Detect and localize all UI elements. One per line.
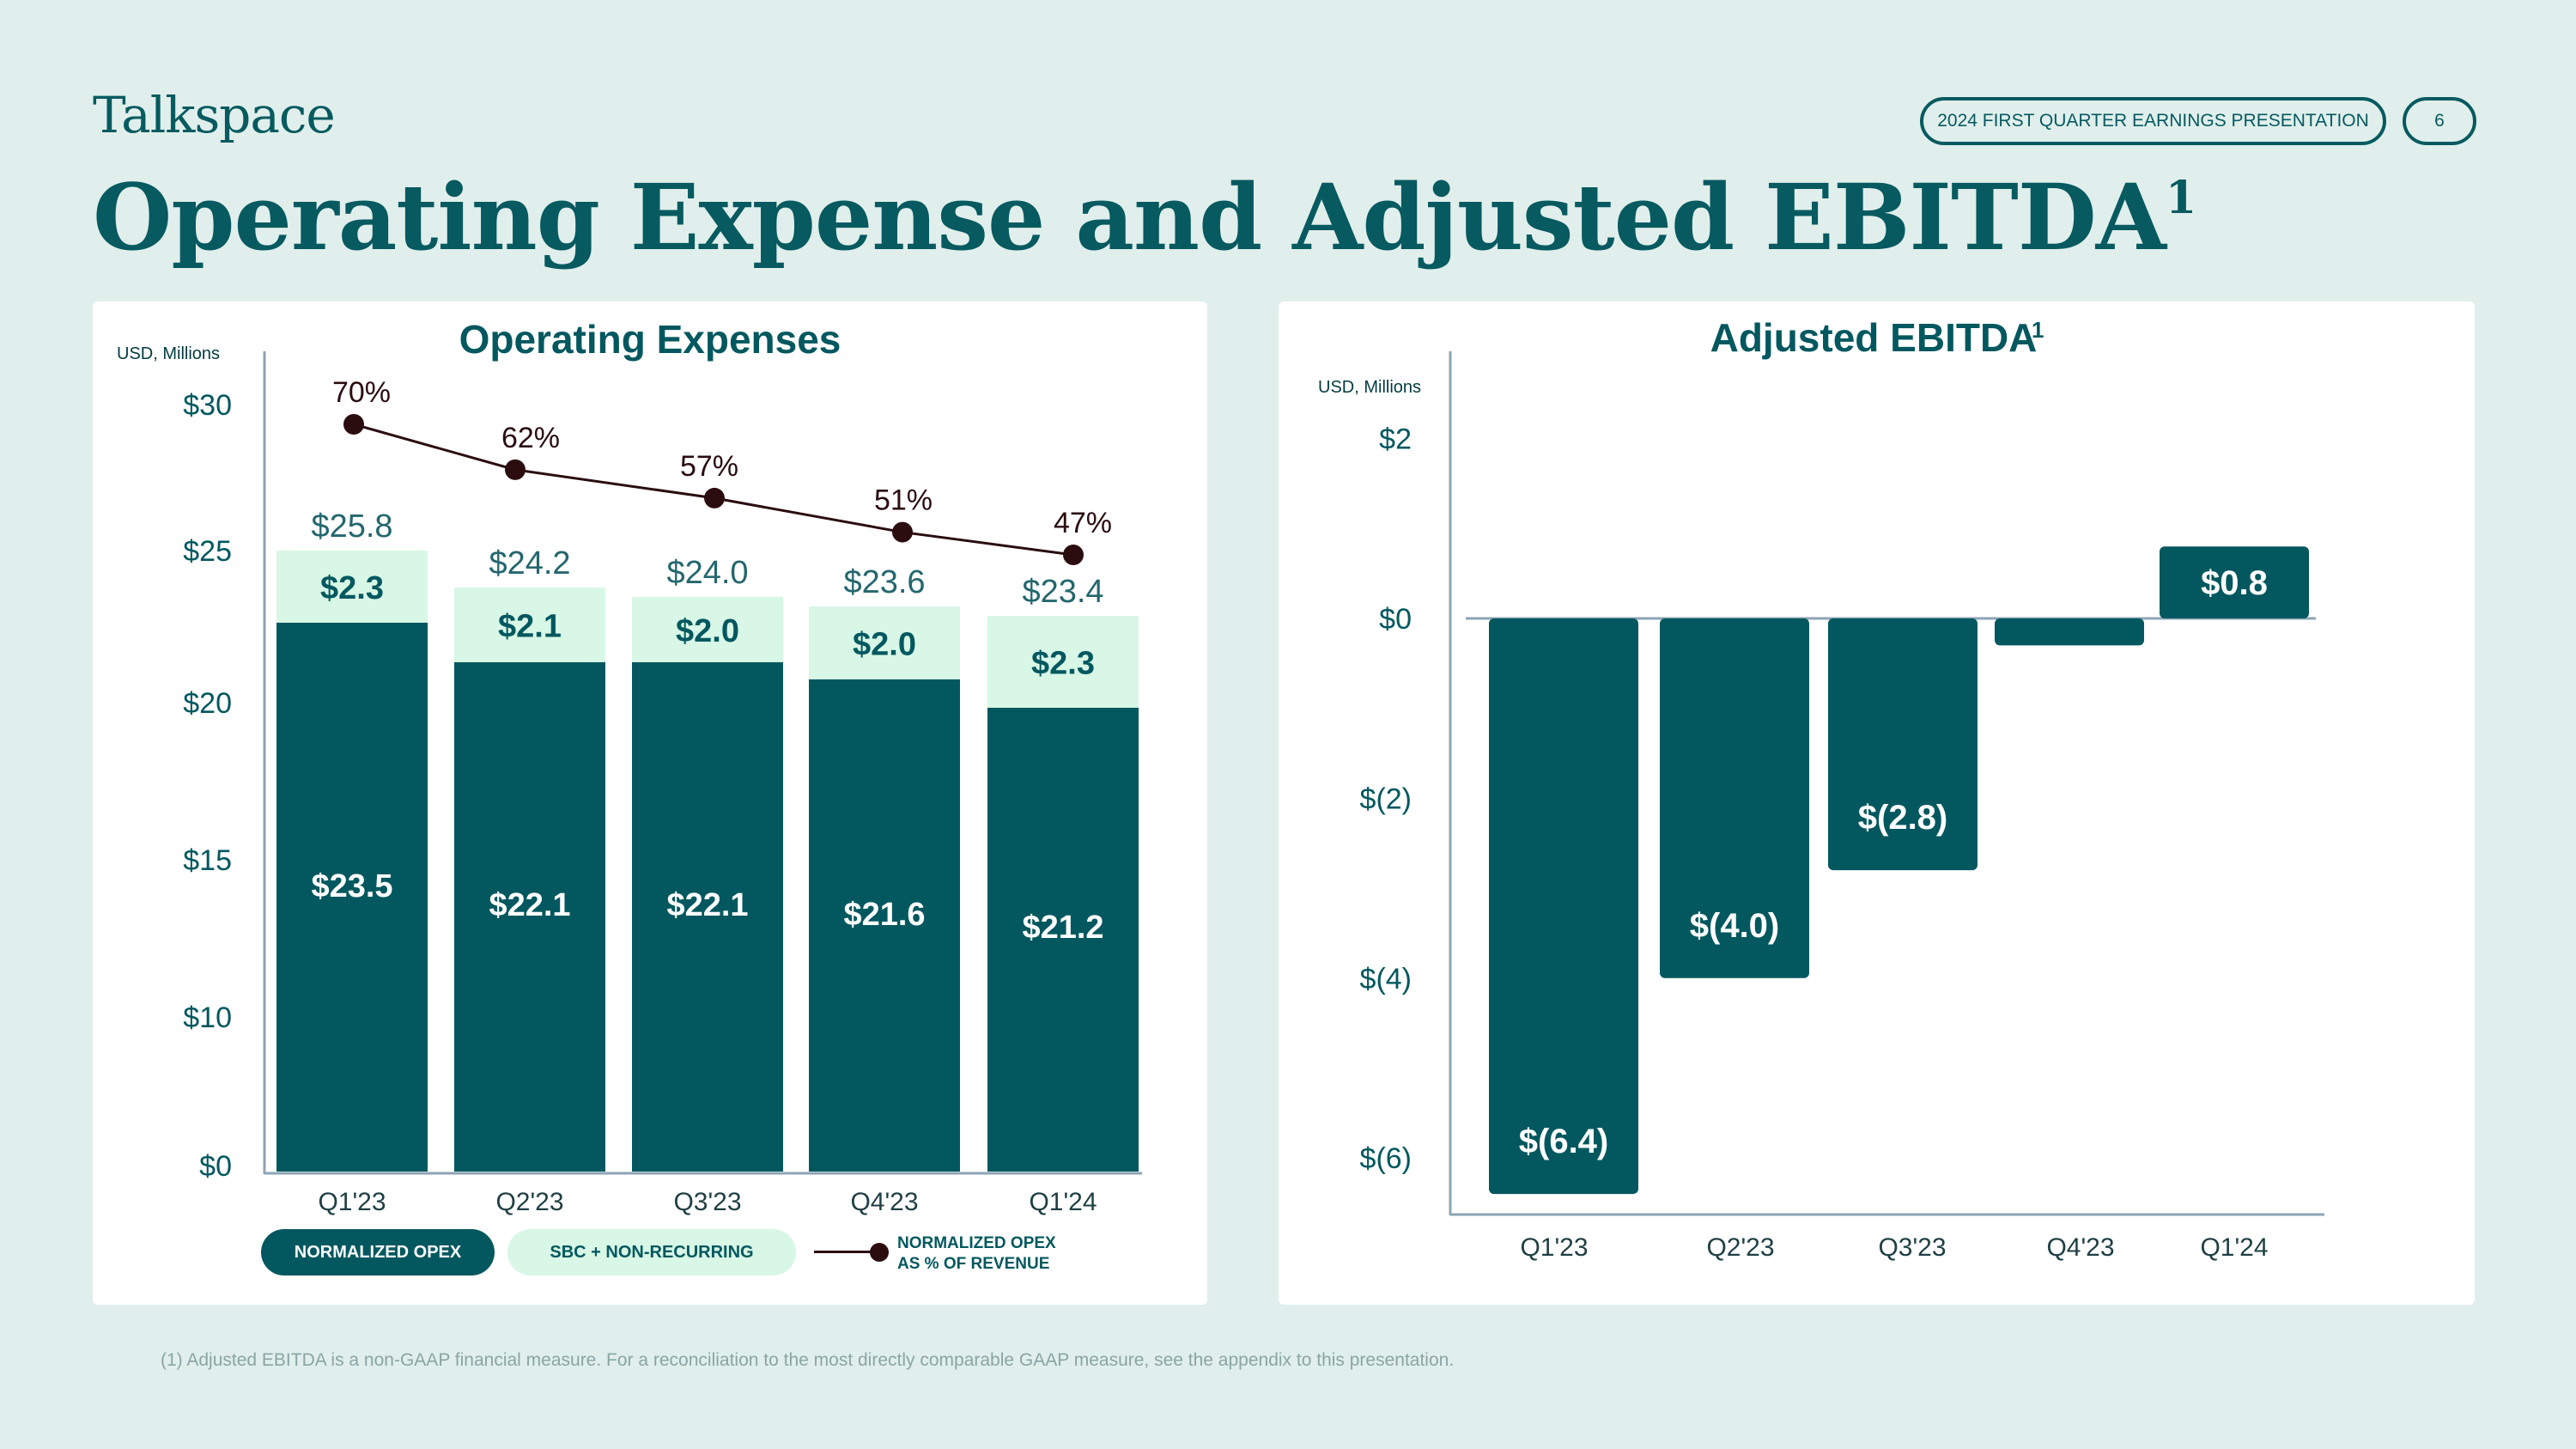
ebitda-value-label: $(4.0): [1690, 907, 1780, 945]
opex-chart-title: Operating Expenses: [459, 317, 841, 362]
legend-line-dot: [870, 1243, 889, 1262]
opex-sbc-label: $2.1: [498, 609, 562, 645]
opex-bar-normalized: [276, 623, 428, 1172]
opex-y-tick-label: $10: [183, 1002, 232, 1034]
ebitda-value-label: $(2.8): [1858, 799, 1948, 837]
opex-total-label: $23.4: [1022, 574, 1103, 610]
page-number: 6: [2403, 97, 2476, 145]
opex-total-label: $23.6: [843, 564, 925, 600]
ebitda-bar: [2160, 546, 2309, 618]
opex-sbc-label: $2.0: [676, 613, 739, 649]
opex-y-tick-label: $0: [199, 1150, 232, 1183]
ebitda-bar: [1995, 618, 2144, 646]
opex-y-tick-label: $20: [183, 687, 232, 720]
opex-total-label: $24.0: [666, 555, 748, 591]
opex-y-tick-label: $25: [183, 535, 232, 568]
opex-chart: Operating Expenses USD, Millions $0 $10 $15 $…: [117, 317, 1142, 1216]
opex-x-tick-label: Q4'23: [850, 1188, 918, 1216]
page-title-text: Operating Expense and Adjusted EBITDA: [93, 163, 2166, 271]
opex-bar-normalized: [454, 662, 605, 1172]
opex-chart-panel: Operating Expenses USD, Millions $0 $10 $15 $…: [93, 301, 1207, 1305]
opex-pct-point: [343, 414, 364, 435]
ebitda-x-tick-label: Q1'23: [1520, 1233, 1588, 1262]
ebitda-y-tick-label: $(6): [1360, 1142, 1412, 1175]
page-title-footnote-ref: 1: [2166, 172, 2196, 224]
opex-x-tick-label: Q1'24: [1029, 1188, 1097, 1216]
opex-x-tick-label: Q3'23: [673, 1188, 741, 1216]
opex-total-label: $24.2: [489, 545, 570, 581]
legend-normalized-opex: NORMALIZED OPEX: [261, 1229, 495, 1275]
ebitda-title-footnote-ref: 1: [2032, 317, 2044, 343]
ebitda-chart-panel: Adjusted EBITDA 1 USD, Millions $2 $0 $(2) $(4…: [1279, 301, 2475, 1305]
ebitda-bar: [1489, 618, 1638, 1195]
ebitda-y-tick-label: $(4): [1360, 963, 1412, 995]
opex-bar-normalized: [809, 679, 960, 1172]
ebitda-chart-title: Adjusted EBITDA: [1710, 315, 2038, 360]
ebitda-unit-label: USD, Millions: [1318, 378, 1421, 397]
brand-logo: Talkspace: [93, 86, 336, 144]
opex-pct-point: [892, 521, 913, 543]
ebitda-x-tick-label: Q3'23: [1878, 1233, 1946, 1262]
ebitda-value-label: $0.8: [2201, 564, 2268, 602]
opex-pct-point: [505, 459, 526, 480]
legend-pct-line-1: NORMALIZED OPEX: [897, 1234, 1056, 1252]
opex-normalized-label: $21.2: [1022, 910, 1103, 946]
ebitda-value-label: $(0.3): [2025, 574, 2115, 612]
opex-bar-sbc: [276, 551, 428, 623]
opex-y-tick-label: $30: [183, 389, 232, 422]
opex-normalized-label: $21.6: [843, 897, 925, 933]
legend-sbc: SBC + NON-RECURRING: [507, 1229, 796, 1275]
opex-y-tick-label: $15: [183, 844, 232, 877]
ebitda-x-tick-label: Q2'23: [1706, 1233, 1774, 1262]
opex-pct-point: [1063, 545, 1084, 565]
legend-line-swatch: [814, 1251, 881, 1253]
opex-total-label: $25.8: [311, 508, 392, 545]
opex-pct-point: [704, 487, 725, 508]
opex-sbc-label: $2.0: [853, 627, 916, 663]
ebitda-bar: [1828, 618, 1978, 871]
opex-bar-normalized: [632, 662, 783, 1172]
opex-x-tick-label: Q1'23: [318, 1188, 386, 1216]
opex-normalized-label: $22.1: [666, 887, 748, 923]
opex-pct-label: 47%: [1054, 507, 1112, 539]
opex-unit-label: USD, Millions: [117, 344, 220, 363]
footnote: (1) Adjusted EBITDA is a non-GAAP financ…: [161, 1350, 1455, 1370]
opex-bar-sbc: [809, 606, 960, 679]
opex-bar-sbc: [632, 597, 783, 662]
ebitda-y-tick-label: $2: [1379, 423, 1412, 456]
ebitda-y-tick-label: $(2): [1360, 782, 1412, 815]
page-title: Operating Expense and Adjusted EBITDA1: [93, 163, 2196, 271]
opex-bar-sbc: [454, 588, 605, 662]
opex-pct-label: 51%: [874, 484, 933, 517]
ebitda-bar: [1660, 618, 1809, 978]
legend-pct-line-2: AS % OF REVENUE: [897, 1255, 1050, 1273]
opex-bar-normalized: [987, 708, 1139, 1172]
ebitda-value-label: $(6.4): [1519, 1123, 1609, 1160]
opex-sbc-label: $2.3: [320, 570, 384, 606]
opex-normalized-label: $22.1: [489, 887, 570, 923]
ebitda-y-tick-label: $0: [1379, 603, 1412, 636]
presentation-label: 2024 FIRST QUARTER EARNINGS PRESENTATION: [1920, 97, 2386, 145]
opex-pct-label: 57%: [680, 450, 738, 483]
legend-pct-label: NORMALIZED OPEX AS % OF REVENUE: [897, 1233, 1056, 1275]
opex-bar-sbc: [987, 616, 1139, 708]
ebitda-chart: Adjusted EBITDA1 USD, Millions $2 $0 $(2) $(4…: [1318, 315, 2324, 1262]
opex-sbc-label: $2.3: [1031, 646, 1095, 682]
opex-normalized-label: $23.5: [311, 868, 392, 904]
ebitda-x-tick-label: Q1'24: [2200, 1233, 2268, 1262]
opex-pct-label: 62%: [501, 422, 560, 454]
opex-pct-label: 70%: [332, 376, 391, 409]
ebitda-x-tick-label: Q4'23: [2046, 1233, 2114, 1262]
opex-x-tick-label: Q2'23: [495, 1188, 563, 1216]
